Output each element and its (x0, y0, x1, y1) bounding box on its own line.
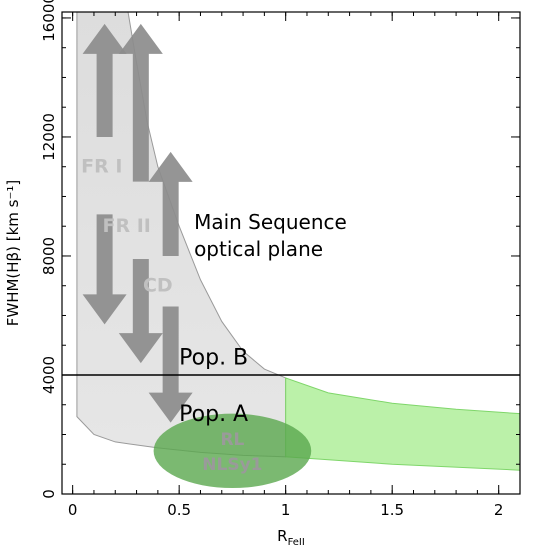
x-tick-label: 2 (494, 501, 504, 519)
rl-label: RL (220, 430, 244, 450)
main-sequence-label: Main Sequence (194, 210, 347, 234)
y-tick-label: 16000 (40, 0, 58, 42)
rl-nlsy1-ellipse (153, 413, 312, 489)
arrow-up-1 (118, 23, 163, 182)
arrow-up-0 (82, 23, 127, 137)
y-tick-label: 12000 (40, 113, 58, 161)
x-axis-label-sub: FeII (288, 537, 305, 548)
arrow-up-2 (148, 151, 193, 256)
axes: 0 0.5 1 1.5 2 0 4000 8000 12000 16000 (40, 0, 520, 519)
plot-frame (61, 11, 521, 495)
pop-b-label: Pop. B (179, 346, 248, 371)
fr2-label: FR II (102, 215, 150, 237)
x-axis-label-main: R (277, 527, 287, 545)
x-tick-label: 0 (68, 501, 78, 519)
y-axis-label: FWHM(Hβ) [km s⁻¹] (4, 180, 22, 327)
optical-plane-label: optical plane (194, 237, 323, 261)
arrow-down-3 (82, 214, 127, 325)
pop-a-label: Pop. A (179, 402, 248, 427)
plot-area (62, 12, 520, 489)
labels: FR I FR II CD Main Sequence optical plan… (81, 156, 347, 476)
nlsy1-label: NLSy1 (202, 455, 262, 475)
arrow-group (82, 23, 193, 423)
arrow-down-4 (118, 258, 163, 364)
x-tick-label: 0.5 (167, 501, 191, 519)
x-tick-label: 1 (281, 501, 291, 519)
x-axis-label: RFeII (277, 527, 305, 548)
cd-label: CD (143, 275, 173, 297)
fr1-label: FR I (81, 156, 122, 178)
x-tick-label: 1.5 (380, 501, 404, 519)
arrow-down-5 (148, 306, 193, 423)
green-band (285, 377, 520, 471)
y-tick-label: 8000 (40, 237, 58, 275)
y-tick-label: 4000 (40, 356, 58, 394)
y-tick-label: 0 (40, 489, 58, 499)
